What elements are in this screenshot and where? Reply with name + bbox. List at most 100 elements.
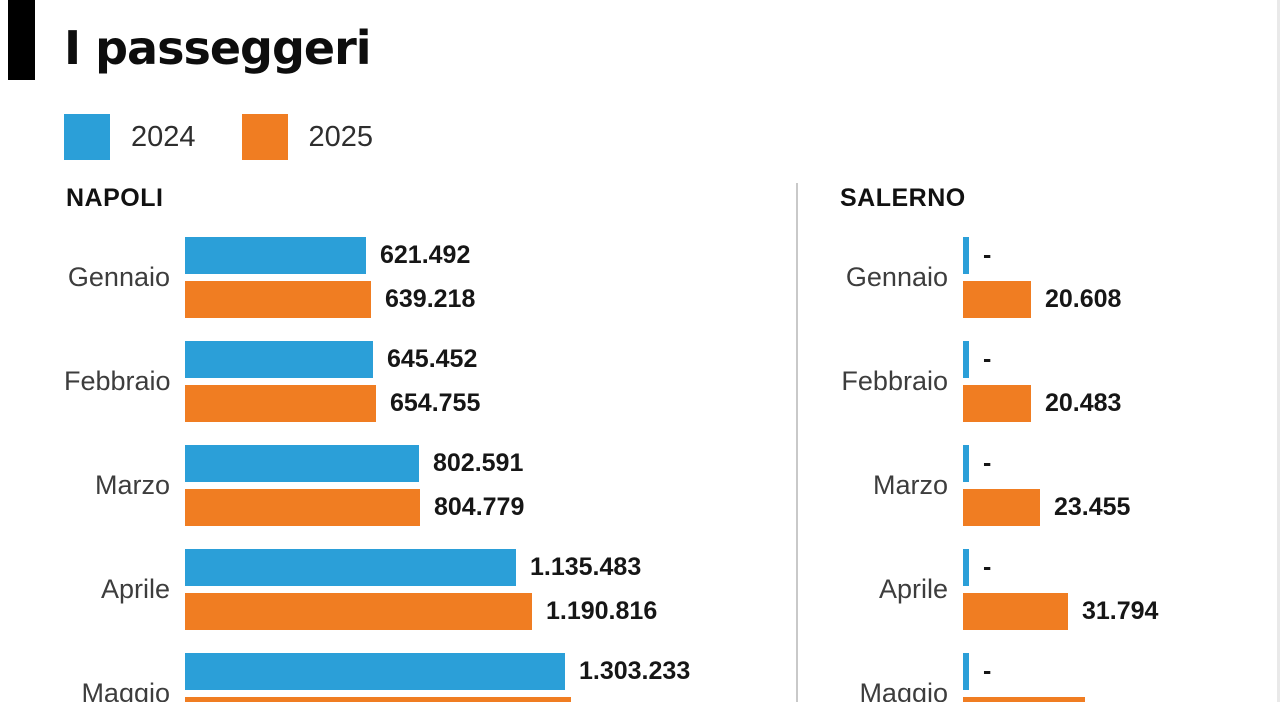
legend-label-2025: 2025: [308, 120, 374, 153]
bar-value-label: 802.591: [433, 449, 524, 477]
bar-value-label: -: [983, 553, 992, 581]
month-label: Maggio: [859, 678, 948, 702]
chart-row-marzo: Marzo 802.591 804.779: [64, 445, 796, 526]
bar-value-label: -: [983, 345, 992, 373]
bar-2024-maggio: [963, 653, 969, 690]
bar-pair: -: [963, 653, 1085, 702]
bar-pair: - 20.483: [963, 341, 1121, 422]
month-label: Gennaio: [67, 262, 170, 292]
bar-pair: - 20.608: [963, 237, 1121, 318]
bar-value-label: 645.452: [387, 345, 478, 373]
bar-line-2025: 20.483: [963, 385, 1121, 422]
bar-line-2024: 1.135.483: [185, 549, 657, 586]
napoli-section: NAPOLI Gennaio 621.492 639.218 Febbraio 645.…: [0, 183, 796, 702]
bar-2025-marzo: [185, 489, 420, 526]
bar-2025-aprile: [185, 593, 532, 630]
bar-2025-maggio: [963, 697, 1085, 702]
bar-line-2025: 654.755: [185, 385, 480, 422]
bar-pair: - 23.455: [963, 445, 1130, 526]
bar-line-2024: -: [963, 549, 1158, 586]
bar-pair: 802.591 804.779: [185, 445, 524, 526]
page-right-edge: [1277, 0, 1280, 702]
chart-row-febbraio: Febbraio - 20.483: [838, 341, 1280, 422]
legend-label-2024: 2024: [131, 120, 196, 153]
month-label: Marzo: [94, 470, 170, 500]
bar-2024-marzo: [963, 445, 969, 482]
bar-2024-gennaio: [963, 237, 969, 274]
bar-line-2024: 645.452: [185, 341, 480, 378]
bar-2024-febbraio: [185, 341, 373, 378]
bar-line-2025: 639.218: [185, 281, 475, 318]
bar-value-label: 1.135.483: [530, 553, 642, 581]
bar-2025-gennaio: [185, 281, 371, 318]
bar-value-label: 1.303.233: [579, 657, 691, 685]
chart-row-gennaio: Gennaio - 20.608: [838, 237, 1280, 318]
bar-value-label: 20.483: [1045, 389, 1122, 417]
legend-swatch-2024-icon: [64, 114, 110, 160]
bar-line-2025: 804.779: [185, 489, 524, 526]
bar-value-label: 804.779: [434, 493, 525, 521]
month-label: Maggio: [81, 678, 170, 702]
chart-title: I passeggeri: [64, 21, 372, 75]
salerno-header: SALERNO: [840, 184, 966, 212]
bar-line-2024: -: [963, 341, 1121, 378]
bar-2025-aprile: [963, 593, 1068, 630]
salerno-rows: Gennaio - 20.608 Febbraio - 20.483 Marzo - 23.45…: [838, 237, 1280, 702]
salerno-section: SALERNO Gennaio - 20.608 Febbraio - 20.483 Mar…: [796, 183, 1280, 702]
napoli-header: NAPOLI: [66, 184, 164, 212]
bar-2025-marzo: [963, 489, 1040, 526]
bar-pair: 621.492 639.218: [185, 237, 475, 318]
bar-2024-aprile: [185, 549, 516, 586]
bar-2024-febbraio: [963, 341, 969, 378]
bar-line-2024: -: [963, 653, 1085, 690]
bar-2024-maggio: [185, 653, 565, 690]
napoli-rows: Gennaio 621.492 639.218 Febbraio 645.452 654.…: [64, 237, 796, 702]
bar-2025-maggio: [185, 697, 571, 702]
bar-line-2025: 23.455: [963, 489, 1130, 526]
bar-line-2024: -: [963, 445, 1130, 482]
bar-line-2024: 621.492: [185, 237, 475, 274]
chart-row-aprile: Aprile 1.135.483 1.190.816: [64, 549, 796, 630]
bar-pair: - 31.794: [963, 549, 1158, 630]
bar-2025-febbraio: [963, 385, 1031, 422]
chart-row-aprile: Aprile - 31.794: [838, 549, 1280, 630]
chart-row-maggio: Maggio -: [838, 653, 1280, 702]
chart-legend: 2024 2025: [64, 114, 373, 160]
bar-value-label: 1.190.816: [546, 597, 658, 625]
bar-pair: 1.303.233: [185, 653, 690, 702]
bar-value-label: 621.492: [380, 241, 471, 269]
month-label: Febbraio: [64, 366, 171, 396]
month-label: Aprile: [100, 574, 170, 604]
bar-line-2024: 1.303.233: [185, 653, 690, 690]
bar-line-2025: 31.794: [963, 593, 1158, 630]
chart-row-febbraio: Febbraio 645.452 654.755: [64, 341, 796, 422]
bar-value-label: 23.455: [1054, 493, 1131, 521]
bar-2025-febbraio: [185, 385, 376, 422]
chart-row-gennaio: Gennaio 621.492 639.218: [64, 237, 796, 318]
bar-2024-aprile: [963, 549, 969, 586]
bar-value-label: -: [983, 449, 992, 477]
chart-row-marzo: Marzo - 23.455: [838, 445, 1280, 526]
bar-line-2025: 1.190.816: [185, 593, 657, 630]
bar-value-label: -: [983, 657, 992, 685]
month-label: Aprile: [878, 574, 948, 604]
month-label: Marzo: [872, 470, 948, 500]
corner-mark: [8, 0, 35, 80]
bar-line-2025: 20.608: [963, 281, 1121, 318]
bar-2024-marzo: [185, 445, 419, 482]
month-label: Gennaio: [845, 262, 948, 292]
bar-value-label: 31.794: [1082, 597, 1159, 625]
legend-swatch-2025-icon: [241, 114, 288, 160]
bar-2024-gennaio: [185, 237, 366, 274]
bar-pair: 1.135.483 1.190.816: [185, 549, 657, 630]
month-label: Febbraio: [841, 366, 948, 396]
bar-2025-gennaio: [963, 281, 1031, 318]
bar-line-2025: [185, 697, 690, 702]
bar-line-2025: [963, 697, 1085, 702]
bar-pair: 645.452 654.755: [185, 341, 480, 422]
bar-value-label: 654.755: [390, 389, 481, 417]
bar-line-2024: -: [963, 237, 1121, 274]
bar-value-label: -: [983, 241, 992, 269]
bar-value-label: 639.218: [385, 285, 476, 313]
